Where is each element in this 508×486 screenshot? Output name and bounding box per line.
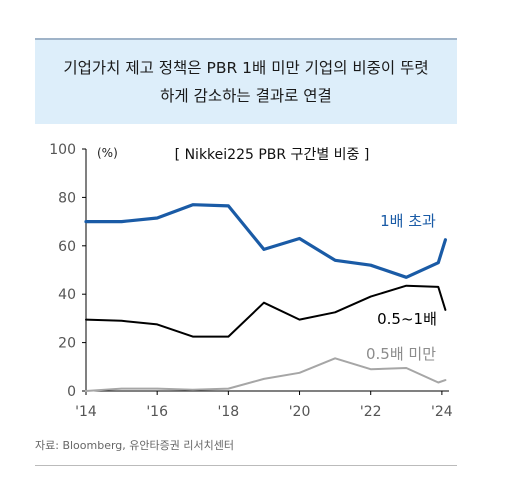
y-tick-label: 0 <box>67 384 76 400</box>
y-tick-labels: 0 20 40 60 80 100 <box>49 142 76 400</box>
line-chart: 0 20 40 60 80 100 '14 '16 '18 '20 '22 '24 (%) [ Ni… <box>49 142 453 420</box>
x-tick-label: '14 <box>75 404 97 420</box>
headline-line-1: 기업가치 제고 정책은 PBR 1배 미만 기업의 비중이 뚜렷 <box>63 59 429 77</box>
x-tick-label: '24 <box>431 404 453 420</box>
series-line-mid <box>85 284 447 338</box>
top-rule <box>35 38 457 40</box>
x-tick-labels: '14 '16 '18 '20 '22 '24 <box>75 404 453 420</box>
chart-title: [ Nikkei225 PBR 구간별 비중 ] <box>175 147 370 163</box>
headline: 기업가치 제고 정책은 PBR 1배 미만 기업의 비중이 뚜렷 하게 감소하는… <box>35 54 457 110</box>
y-tick-label: 80 <box>58 190 76 206</box>
y-tick-label: 100 <box>49 142 76 158</box>
series-line-gt1 <box>84 203 447 279</box>
headline-line-2: 하게 감소하는 결과로 연결 <box>160 87 332 105</box>
series-line-lt05 <box>85 357 447 392</box>
y-tick-label: 60 <box>58 239 76 255</box>
series-label-lt05: 0.5배 미만 <box>366 345 436 363</box>
x-tick-label: '22 <box>360 404 382 420</box>
headline-box <box>35 40 457 124</box>
bottom-rule <box>35 465 457 466</box>
x-tick-label: '16 <box>146 404 168 420</box>
series-lines <box>84 203 447 392</box>
chart-axes <box>82 148 449 395</box>
series-label-mid: 0.5~1배 <box>377 310 437 328</box>
unit-label: (%) <box>97 146 118 160</box>
x-tick-label: '20 <box>289 404 311 420</box>
y-tick-label: 40 <box>58 287 76 303</box>
y-tick-label: 20 <box>58 336 76 352</box>
source-note: 자료: Bloomberg, 유안타증권 리서치센터 <box>35 439 234 452</box>
x-tick-label: '18 <box>218 404 240 420</box>
series-label-gt1: 1배 초과 <box>380 212 436 230</box>
